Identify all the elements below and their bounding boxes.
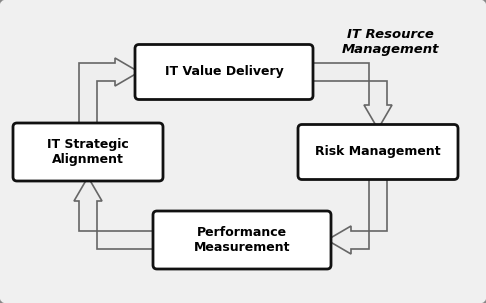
Text: IT Strategic
Alignment: IT Strategic Alignment <box>47 138 129 166</box>
Text: IT Value Delivery: IT Value Delivery <box>165 65 283 78</box>
FancyBboxPatch shape <box>298 125 458 179</box>
Text: Performance
Measurement: Performance Measurement <box>194 226 290 254</box>
FancyBboxPatch shape <box>135 45 313 99</box>
Polygon shape <box>79 58 139 127</box>
Polygon shape <box>327 175 387 254</box>
FancyBboxPatch shape <box>153 211 331 269</box>
Text: Risk Management: Risk Management <box>315 145 441 158</box>
Polygon shape <box>74 177 157 249</box>
Text: IT Resource
Management: IT Resource Management <box>341 28 439 56</box>
FancyBboxPatch shape <box>13 123 163 181</box>
Polygon shape <box>309 63 392 129</box>
